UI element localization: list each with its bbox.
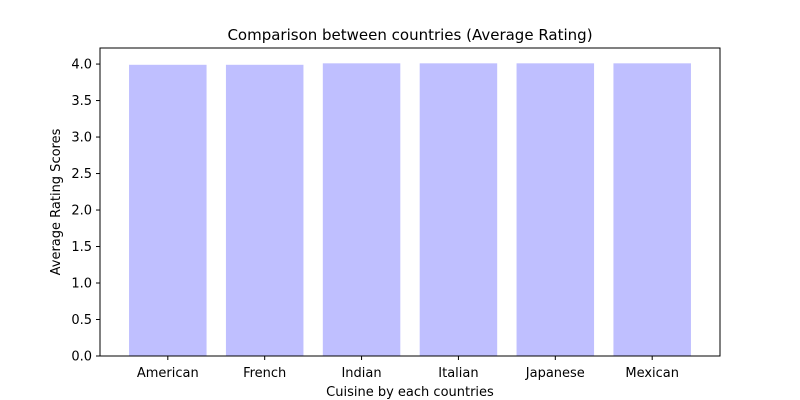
y-tick-label: 1.0 bbox=[71, 277, 92, 292]
bar-mexican bbox=[613, 63, 691, 356]
bar-japanese bbox=[516, 63, 595, 356]
y-tick-label: 0.5 bbox=[71, 313, 92, 328]
y-tick-label: 1.5 bbox=[71, 240, 92, 255]
x-axis-label: Cuisine by each countries bbox=[326, 385, 494, 400]
y-tick-label: 4.0 bbox=[71, 58, 92, 73]
x-tick-label-american: American bbox=[137, 366, 199, 381]
y-tick-label: 2.5 bbox=[71, 167, 92, 182]
chart-title: Comparison between countries (Average Ra… bbox=[227, 26, 592, 44]
bar-indian bbox=[322, 63, 401, 356]
x-tick-label-japanese: Japanese bbox=[525, 366, 585, 381]
x-tick-label-italian: Italian bbox=[438, 366, 478, 381]
bar-italian bbox=[419, 63, 498, 356]
y-tick-label: 3.5 bbox=[71, 94, 92, 109]
x-axis: American French Indian Italian Japanese Mexic… bbox=[137, 356, 679, 381]
x-tick-label-mexican: Mexican bbox=[625, 366, 679, 381]
y-tick-label: 2.0 bbox=[71, 204, 92, 219]
bars-layer bbox=[129, 63, 691, 356]
y-tick-label: 3.0 bbox=[71, 131, 92, 146]
plot-frame bbox=[99, 47, 721, 357]
bar-american bbox=[129, 64, 207, 356]
y-axis: 0.0 0.5 1.0 1.5 2.0 2.5 3.0 3.5 4.0 bbox=[71, 58, 100, 365]
y-tick-label: 0.0 bbox=[71, 350, 92, 365]
x-tick-label-indian: Indian bbox=[341, 366, 381, 381]
x-tick-label-french: French bbox=[243, 366, 286, 381]
y-axis-label: Average Rating Scores bbox=[49, 128, 64, 275]
bar-french bbox=[225, 64, 304, 356]
